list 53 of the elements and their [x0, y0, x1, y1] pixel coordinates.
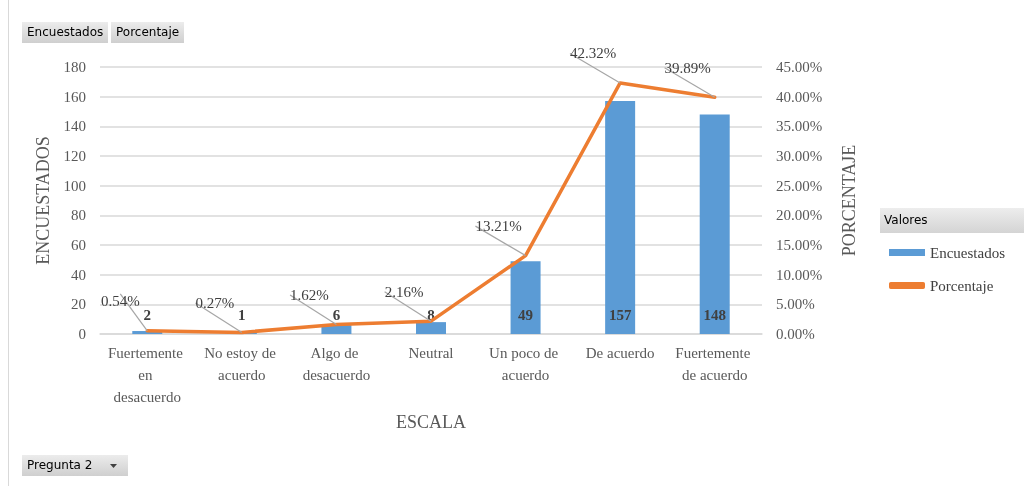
y-tick-label: 120	[63, 148, 86, 164]
x-tick-label: De acuerdo	[585, 345, 655, 361]
x-tick-label: No estoy de acuerdo	[204, 345, 280, 383]
y-tick-label: 160	[63, 88, 86, 105]
data-label: 39.89%	[664, 59, 711, 76]
y2-tick-label: 25.00%	[776, 177, 823, 194]
y-tick-label: 140	[63, 118, 86, 135]
data-label: 0.27%	[195, 294, 235, 311]
data-label: 157	[608, 306, 632, 323]
data-label: 0.54%	[100, 293, 140, 310]
x-tick-label: Un poco de acuerdo	[489, 345, 563, 383]
data-label: 13.21%	[475, 218, 522, 235]
x-tick-label: Fuertemente en desacuerdo	[107, 345, 187, 405]
y-tick-label: 0	[78, 326, 86, 342]
bar	[416, 322, 446, 334]
bar	[510, 261, 541, 334]
y2-tick-label: 10.00%	[776, 266, 823, 283]
data-label: 148	[703, 306, 726, 323]
field-button: Porcentaje	[111, 22, 185, 43]
y2-tick-label: 20.00%	[776, 207, 823, 224]
legend-title: Valores	[880, 208, 1024, 233]
data-label: 1.62%	[290, 286, 329, 303]
legend-label: Encuestados	[930, 244, 1006, 261]
y-axis-title: ENCUESTADOS	[33, 136, 53, 265]
data-label: 2.16%	[384, 283, 424, 300]
bar	[699, 114, 730, 334]
x-tick-label: Fuertemente de acuerdo	[675, 345, 755, 383]
y2-tick-label: 45.00%	[776, 59, 823, 75]
data-label: 2	[143, 306, 152, 323]
y2-axis-title: PORCENTAJE	[839, 144, 859, 257]
legend-label: Porcentaje	[930, 277, 994, 294]
y-tick-label: 80	[71, 207, 86, 224]
y2-tick-label: 15.00%	[776, 237, 823, 253]
data-label: 1	[238, 306, 246, 323]
y2-tick-label: 40.00%	[776, 88, 823, 105]
data-label: 42.32%	[570, 45, 617, 62]
y-tick-label: 20	[71, 296, 86, 313]
y-tick-label: 180	[63, 59, 86, 75]
field-button: Encuestados	[22, 22, 109, 43]
x-tick-label: Algo de desacuerdo	[302, 345, 371, 383]
data-label: 6	[332, 306, 341, 323]
filter-button: Pregunta 2	[22, 455, 129, 476]
y2-tick-label: 35.00%	[776, 118, 823, 135]
y2-tick-label: 0.00%	[776, 326, 815, 342]
x-tick-label: Neutral	[408, 345, 454, 361]
bar	[605, 101, 636, 334]
x-axis-title: ESCALA	[395, 411, 467, 432]
y-tick-label: 60	[71, 237, 86, 253]
data-label: 49	[518, 306, 534, 323]
y-tick-label: 40	[71, 266, 86, 283]
y2-tick-label: 5.00%	[776, 296, 815, 313]
y2-tick-label: 30.00%	[776, 148, 823, 164]
y-tick-label: 100	[63, 177, 86, 194]
